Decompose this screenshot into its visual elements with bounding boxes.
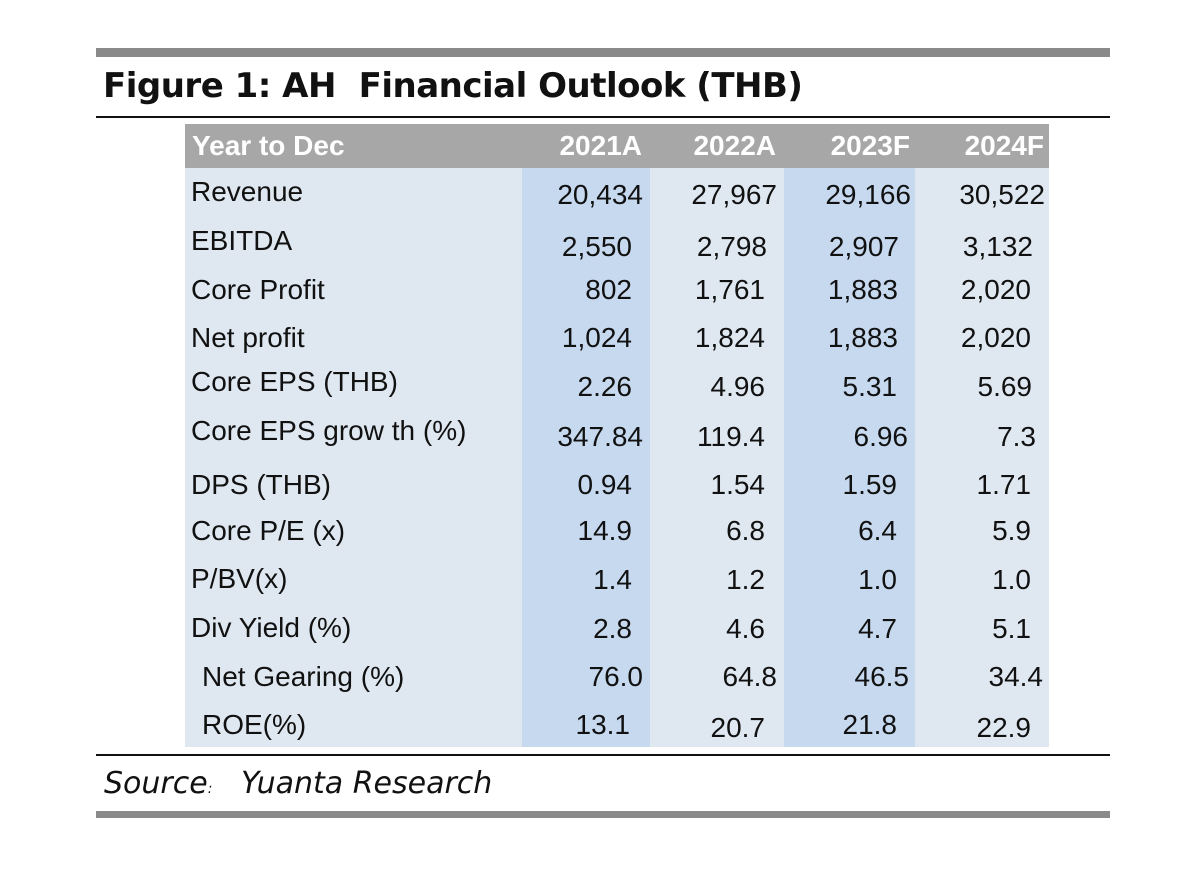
- table-cell: 802: [585, 274, 632, 305]
- table-cell: 1.2: [726, 564, 765, 595]
- table-cell: 22.9: [976, 712, 1032, 743]
- table-cell: 4.6: [726, 613, 765, 644]
- source-label: Source: [104, 766, 208, 801]
- header-col-2021A: 2021A: [559, 130, 642, 161]
- figure-title: Figure 1: AH Financial Outlook (THB): [103, 66, 803, 106]
- header-col-2022A: 2022A: [693, 130, 776, 161]
- row-label: EBITDA: [191, 225, 293, 256]
- row-label: DPS (THB): [191, 469, 331, 500]
- table-cell: 1,883: [827, 274, 898, 305]
- table-cell: 21.8: [842, 709, 898, 740]
- table-cell: 1.0: [992, 564, 1031, 595]
- table-cell: 1.0: [858, 564, 897, 595]
- table-bottom-rule: [96, 754, 1110, 756]
- table-cell: 6.96: [853, 421, 909, 452]
- table-cell: 2,907: [828, 231, 899, 262]
- header-col-2023F: 2023F: [830, 130, 910, 161]
- row-label: Core Profit: [191, 274, 325, 305]
- table-cell: 3,132: [962, 231, 1033, 262]
- table-cell: 34.4: [988, 661, 1044, 692]
- table-cell: 1,824: [694, 322, 765, 353]
- table-cell: 1.71: [976, 469, 1032, 500]
- top-rule: [96, 48, 1110, 57]
- table-cell: 5.1: [992, 613, 1031, 644]
- row-label: Core EPS grow th (%): [191, 415, 467, 446]
- table-cell: 7.3: [997, 421, 1036, 452]
- table-cell: 1.59: [842, 469, 898, 500]
- table-cell: 5.69: [977, 371, 1033, 402]
- source-text: Yuanta Research: [241, 766, 493, 801]
- row-label: Net Gearing (%): [202, 661, 405, 692]
- row-label: Revenue: [191, 176, 304, 207]
- source-separator: :: [207, 781, 213, 797]
- row-label: Core P/E (x): [191, 515, 346, 546]
- row-label: Net profit: [191, 322, 305, 353]
- table-cell: 1,761: [694, 274, 765, 305]
- table-cell: 20,434: [557, 179, 643, 210]
- table-cell: 14.9: [577, 515, 633, 546]
- table-cell: 2,020: [960, 274, 1031, 305]
- table-cell: 30,522: [959, 179, 1045, 210]
- table-cell: 27,967: [691, 179, 777, 210]
- row-label: Core EPS (THB): [191, 366, 398, 397]
- column-highlight-2021A: [522, 124, 650, 747]
- table-cell: 347.84: [557, 421, 643, 452]
- row-label: P/BV(x): [191, 563, 288, 594]
- bottom-rule: [96, 811, 1110, 818]
- table-cell: 119.4: [697, 421, 765, 452]
- table-cell: 76.0: [588, 661, 644, 692]
- table-cell: 5.9: [992, 515, 1031, 546]
- table-cell: 1,883: [827, 322, 898, 353]
- row-label: ROE(%): [202, 709, 307, 740]
- table-cell: 5.31: [842, 371, 898, 402]
- source-note: Source: Yuanta Research: [104, 766, 492, 801]
- table-cell: 2.8: [593, 613, 632, 644]
- table-cell: 0.94: [577, 469, 633, 500]
- column-highlight-2023F: [784, 124, 915, 747]
- table-cell: 46.5: [854, 661, 910, 692]
- table-cell: 2,020: [960, 322, 1031, 353]
- header-label: Year to Dec: [192, 130, 345, 161]
- table-cell: 1.4: [593, 564, 632, 595]
- table-cell: 1.54: [710, 469, 766, 500]
- table-header-row: [185, 124, 1049, 168]
- table-cell: 4.7: [858, 613, 897, 644]
- title-underline: [96, 116, 1110, 118]
- table-cell: 2.26: [577, 371, 633, 402]
- table-cell: 29,166: [825, 179, 911, 210]
- table-cell: 1,024: [561, 322, 632, 353]
- table-cell: 2,550: [561, 231, 632, 262]
- table-cell: 6.8: [726, 515, 765, 546]
- table-cell: 6.4: [858, 515, 897, 546]
- table-cell: 64.8: [722, 661, 778, 692]
- table-cell: 2,798: [696, 231, 767, 262]
- header-col-2024F: 2024F: [964, 130, 1044, 161]
- table-cell: 20.7: [710, 712, 766, 743]
- table-cell: 13.1: [575, 709, 631, 740]
- table-cell: 4.96: [710, 371, 766, 402]
- row-label: Div Yield (%): [191, 612, 352, 643]
